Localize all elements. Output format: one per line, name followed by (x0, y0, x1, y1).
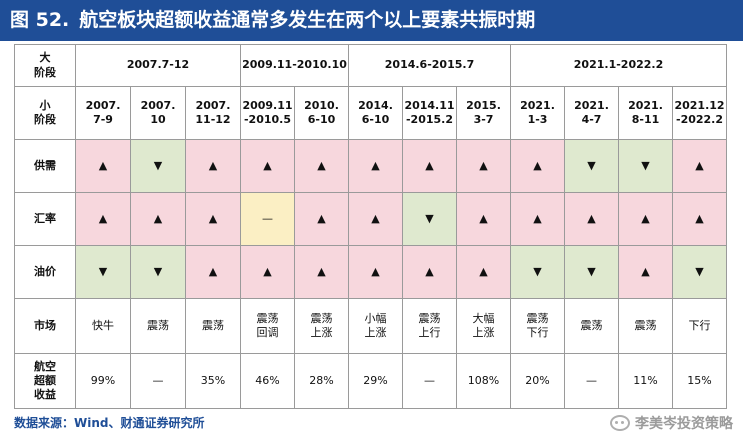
market-cell: 震荡 (618, 298, 673, 354)
factor-row-fx: 汇率 ▲ ▲ ▲ — ▲ ▲ ▼ ▲ ▲ ▲ ▲ ▲ (14, 192, 728, 246)
small-stage-cell: 2007. 7-9 (75, 86, 131, 140)
factor-row-oil: 油价 ▼ ▼ ▲ ▲ ▲ ▲ ▲ ▲ ▼ ▼ ▲ ▼ (14, 245, 728, 299)
big-stage-row: 大 阶段 2007.7-12 2009.11-2010.10 2014.6-20… (14, 44, 728, 87)
excess-cell: — (130, 353, 186, 409)
signal-cell: ▲ (75, 192, 131, 246)
small-stage-cell: 2021. 8-11 (618, 86, 673, 140)
market-cell: 震荡 上行 (402, 298, 457, 354)
market-cell: 震荡 下行 (510, 298, 565, 354)
row-label: 汇率 (14, 192, 76, 246)
signal-cell: ▲ (185, 192, 241, 246)
signal-cell: ▼ (402, 192, 457, 246)
signal-cell: ▲ (456, 192, 511, 246)
market-cell: 小幅 上涨 (348, 298, 403, 354)
small-stage-cell: 2014.11 -2015.2 (402, 86, 457, 140)
excess-cell: 99% (75, 353, 131, 409)
excess-cell: — (564, 353, 619, 409)
signal-cell: ▼ (671, 245, 728, 299)
big-stage-label: 大 阶段 (14, 44, 76, 87)
signal-cell: ▲ (510, 139, 565, 193)
row-label: 市场 (14, 298, 76, 354)
market-row: 市场 快牛 震荡 震荡 震荡 回调 震荡 上涨 小幅 上涨 震荡 上行 大幅 上… (14, 298, 728, 354)
signal-cell: ▲ (75, 139, 131, 193)
signal-cell: — (240, 192, 295, 246)
signal-cell: ▼ (618, 139, 673, 193)
big-stage-cell: 2007.7-12 (75, 44, 241, 87)
signal-cell: ▲ (510, 192, 565, 246)
market-cell: 震荡 (564, 298, 619, 354)
market-cell: 震荡 上涨 (294, 298, 349, 354)
market-cell: 快牛 (75, 298, 131, 354)
signal-cell: ▼ (75, 245, 131, 299)
signal-cell: ▲ (130, 192, 186, 246)
excess-cell: 29% (348, 353, 403, 409)
market-cell: 震荡 (185, 298, 241, 354)
row-label: 油价 (14, 245, 76, 299)
signal-cell: ▲ (564, 192, 619, 246)
row-label: 航空 超额 收益 (14, 353, 76, 409)
big-stage-cell: 2009.11-2010.10 (240, 44, 349, 87)
resonance-table: 大 阶段 2007.7-12 2009.11-2010.10 2014.6-20… (14, 44, 728, 409)
small-stage-cell: 2007. 11-12 (185, 86, 241, 140)
signal-cell: ▼ (130, 245, 186, 299)
figure-title-bar: 图 52. 航空板块超额收益通常多发生在两个以上要素共振时期 (0, 0, 743, 41)
excess-return-row: 航空 超额 收益 99% — 35% 46% 28% 29% — 108% 20… (14, 353, 728, 409)
signal-cell: ▲ (348, 139, 403, 193)
signal-cell: ▼ (564, 139, 619, 193)
figure-number: 图 52. (10, 9, 70, 31)
signal-cell: ▲ (402, 139, 457, 193)
signal-cell: ▼ (510, 245, 565, 299)
excess-cell: 108% (456, 353, 511, 409)
signal-cell: ▲ (294, 139, 349, 193)
small-stage-label: 小 阶段 (14, 86, 76, 140)
excess-cell: — (402, 353, 457, 409)
signal-cell: ▲ (294, 192, 349, 246)
row-label: 供需 (14, 139, 76, 193)
signal-cell: ▲ (671, 192, 728, 246)
watermark: 李美岑投资策略 (610, 411, 733, 435)
excess-cell: 35% (185, 353, 241, 409)
signal-cell: ▲ (348, 192, 403, 246)
signal-cell: ▲ (240, 139, 295, 193)
signal-cell: ▲ (185, 245, 241, 299)
small-stage-cell: 2014. 6-10 (348, 86, 403, 140)
signal-cell: ▲ (671, 139, 728, 193)
signal-cell: ▲ (618, 245, 673, 299)
small-stage-row: 小 阶段 2007. 7-9 2007. 10 2007. 11-12 2009… (14, 86, 728, 140)
small-stage-cell: 2021.12 -2022.2 (671, 86, 728, 140)
excess-cell: 20% (510, 353, 565, 409)
small-stage-cell: 2015. 3-7 (456, 86, 511, 140)
small-stage-cell: 2009.11 -2010.5 (240, 86, 295, 140)
signal-cell: ▲ (456, 139, 511, 193)
signal-cell: ▲ (348, 245, 403, 299)
excess-cell: 15% (671, 353, 728, 409)
big-stage-cell: 2021.1-2022.2 (509, 44, 728, 87)
small-stage-cell: 2007. 10 (130, 86, 186, 140)
market-cell: 震荡 回调 (240, 298, 295, 354)
signal-cell: ▲ (185, 139, 241, 193)
factor-row-supply-demand: 供需 ▲ ▼ ▲ ▲ ▲ ▲ ▲ ▲ ▲ ▼ ▼ ▲ (14, 139, 728, 193)
market-cell: 震荡 (130, 298, 186, 354)
signal-cell: ▼ (130, 139, 186, 193)
big-stage-cell: 2014.6-2015.7 (348, 44, 511, 87)
excess-cell: 46% (240, 353, 295, 409)
excess-cell: 11% (618, 353, 673, 409)
data-source-note: 数据来源：Wind、财通证券研究所 (14, 416, 205, 430)
wechat-icon (610, 415, 630, 431)
signal-cell: ▲ (456, 245, 511, 299)
figure-title: 航空板块超额收益通常多发生在两个以上要素共振时期 (79, 9, 536, 31)
signal-cell: ▲ (618, 192, 673, 246)
small-stage-cell: 2010. 6-10 (294, 86, 349, 140)
market-cell: 大幅 上涨 (456, 298, 511, 354)
small-stage-cell: 2021. 1-3 (510, 86, 565, 140)
small-stage-cell: 2021. 4-7 (564, 86, 619, 140)
signal-cell: ▲ (402, 245, 457, 299)
signal-cell: ▼ (564, 245, 619, 299)
signal-cell: ▲ (240, 245, 295, 299)
signal-cell: ▲ (294, 245, 349, 299)
excess-cell: 28% (294, 353, 349, 409)
watermark-text: 李美岑投资策略 (635, 416, 733, 432)
market-cell: 下行 (671, 298, 728, 354)
